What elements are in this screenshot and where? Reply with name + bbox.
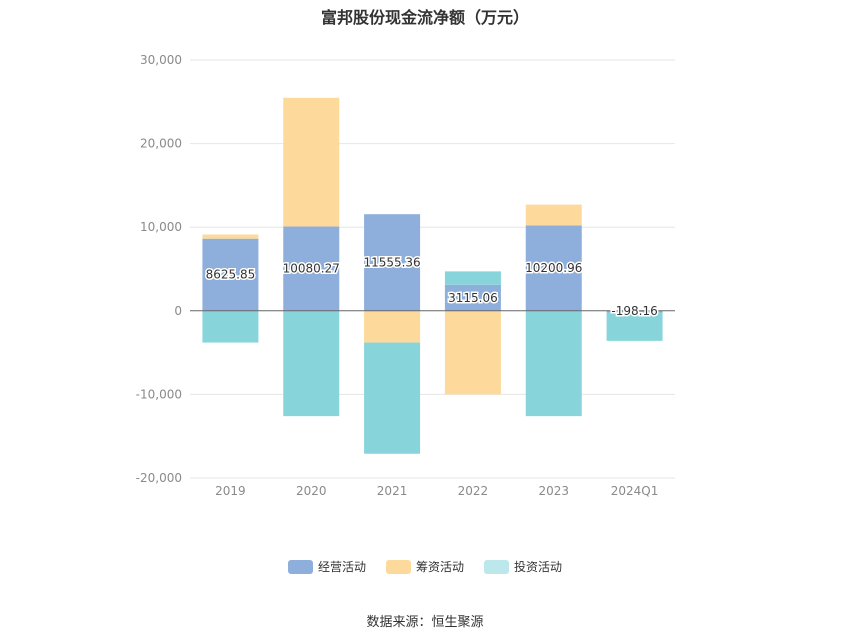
data-labels: 8625.85 10080.27 11555.36 3115.06 10200.96 -1… (204, 254, 659, 319)
legend-item-operating[interactable]: 经营活动 (287, 558, 366, 575)
bar-operating-2020 (283, 226, 340, 311)
bar-financing-2023 (525, 204, 582, 226)
x-tick-label: 2024Q1 (611, 484, 659, 498)
bar-financing-2020 (283, 97, 340, 227)
bar-investing-2022 (444, 271, 501, 285)
y-axis-ticks: 30,000 20,000 10,000 0 -10,000 -20,000 (136, 53, 182, 485)
legend-label-operating: 经营活动 (317, 560, 366, 574)
data-label-operating: 3115.06 (448, 291, 498, 305)
data-label-operating: 11555.36 (363, 255, 420, 269)
data-label-operating: 10200.96 (525, 261, 582, 275)
y-tick-label: 0 (174, 304, 182, 318)
bar-investing-2024Q1 (606, 312, 663, 341)
x-axis-ticks: 2019 2020 2021 2022 2023 2024Q1 (215, 484, 658, 498)
legend-label-financing: 筹资活动 (415, 560, 464, 574)
bar-operating-2024Q1 (606, 310, 663, 313)
y-tick-label: -10,000 (136, 387, 182, 401)
legend-item-investing[interactable]: 投资活动 (484, 558, 562, 575)
bar-financing-2019 (202, 234, 259, 239)
y-tick-label: -20,000 (136, 471, 182, 485)
bar-operating-2023 (525, 225, 582, 311)
x-tick-label: 2020 (296, 484, 327, 498)
y-tick-label: 10,000 (140, 220, 182, 234)
data-source: 数据来源：恒生聚源 (366, 615, 484, 630)
bars (202, 97, 663, 454)
y-tick-label: 20,000 (140, 137, 182, 151)
bar-operating-2022 (444, 284, 501, 311)
x-tick-label: 2022 (458, 484, 489, 498)
bar-operating-2021 (364, 214, 421, 311)
legend-swatch-operating (287, 559, 313, 574)
data-label-operating: 8625.85 (206, 268, 256, 282)
x-tick-label: 2023 (538, 484, 569, 498)
bar-operating-2019 (202, 238, 259, 311)
legend-swatch-financing (385, 559, 411, 574)
legend: 经营活动 筹资活动 投资活动 (0, 558, 850, 575)
bar-financing-2021 (364, 310, 421, 343)
chart-title: 富邦股份现金流净额（万元） (320, 8, 529, 27)
x-tick-label: 2019 (215, 484, 246, 498)
data-label-operating: -198.16 (611, 304, 657, 318)
bar-investing-2023 (525, 310, 582, 417)
legend-item-financing[interactable]: 筹资活动 (385, 558, 464, 575)
bar-investing-2020 (283, 310, 340, 417)
legend-label-investing: 投资活动 (514, 560, 563, 574)
bar-investing-2021 (364, 342, 421, 454)
grid-lines (190, 59, 675, 479)
bar-investing-2019 (202, 310, 259, 343)
legend-swatch-investing (484, 559, 509, 574)
data-label-operating: 10080.27 (283, 262, 340, 276)
bar-financing-2022 (444, 310, 501, 395)
y-tick-label: 30,000 (140, 53, 182, 67)
x-tick-label: 2021 (377, 484, 408, 498)
